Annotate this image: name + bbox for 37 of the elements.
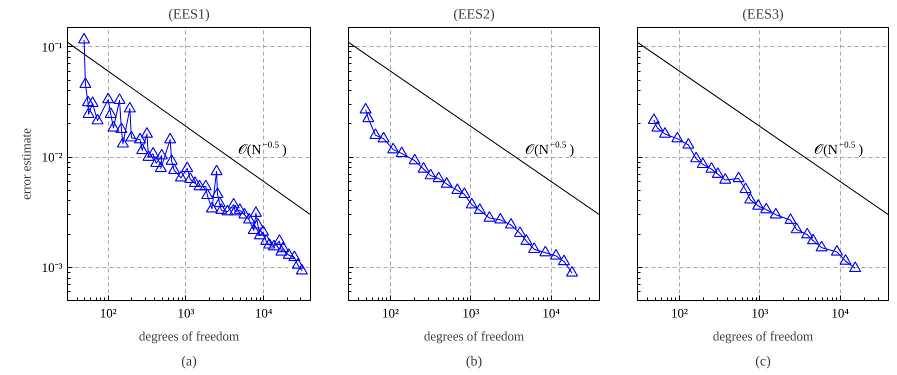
point [558, 254, 570, 266]
x-axis-title: degrees of freedom [138, 328, 240, 344]
y-tick-label: 10⁻² [42, 150, 63, 165]
x-tick-label: 10⁴ [831, 306, 850, 320]
y-tick-label: 10⁻¹ [42, 39, 63, 54]
chart-title: (EES3) [742, 8, 784, 22]
point [494, 212, 506, 224]
x-tick-label: 10³ [177, 306, 194, 320]
y-tick-label: 10⁻³ [42, 260, 63, 275]
chart-title: (EES1) [168, 8, 210, 22]
point [387, 142, 400, 154]
x-tick-label: 10² [671, 306, 688, 320]
x-tick-label: 10³ [751, 306, 768, 320]
x-axis-title: degrees of freedom [424, 328, 524, 344]
x-tick-label: 10⁴ [254, 306, 273, 320]
x-tick-label: 10² [100, 306, 117, 320]
text: (b) [466, 354, 482, 370]
x-tick-label: 10⁴ [542, 306, 560, 320]
point [539, 246, 552, 256]
point [550, 248, 562, 260]
y-axis-title: error estimate [18, 128, 34, 200]
point [432, 172, 445, 182]
point [566, 266, 578, 277]
point [451, 183, 464, 194]
x-tick-label: 10² [382, 306, 400, 320]
point [514, 226, 526, 237]
point [396, 146, 408, 158]
chart-title: (EES2) [453, 8, 495, 22]
point [369, 128, 382, 139]
text: (c) [755, 354, 772, 370]
point [504, 218, 518, 229]
point [378, 132, 390, 142]
x-tick-label: 10³ [462, 306, 480, 320]
point [440, 177, 453, 188]
point [458, 187, 470, 198]
text: (a) [181, 354, 198, 370]
x-axis-title: degrees of freedom [712, 328, 814, 344]
